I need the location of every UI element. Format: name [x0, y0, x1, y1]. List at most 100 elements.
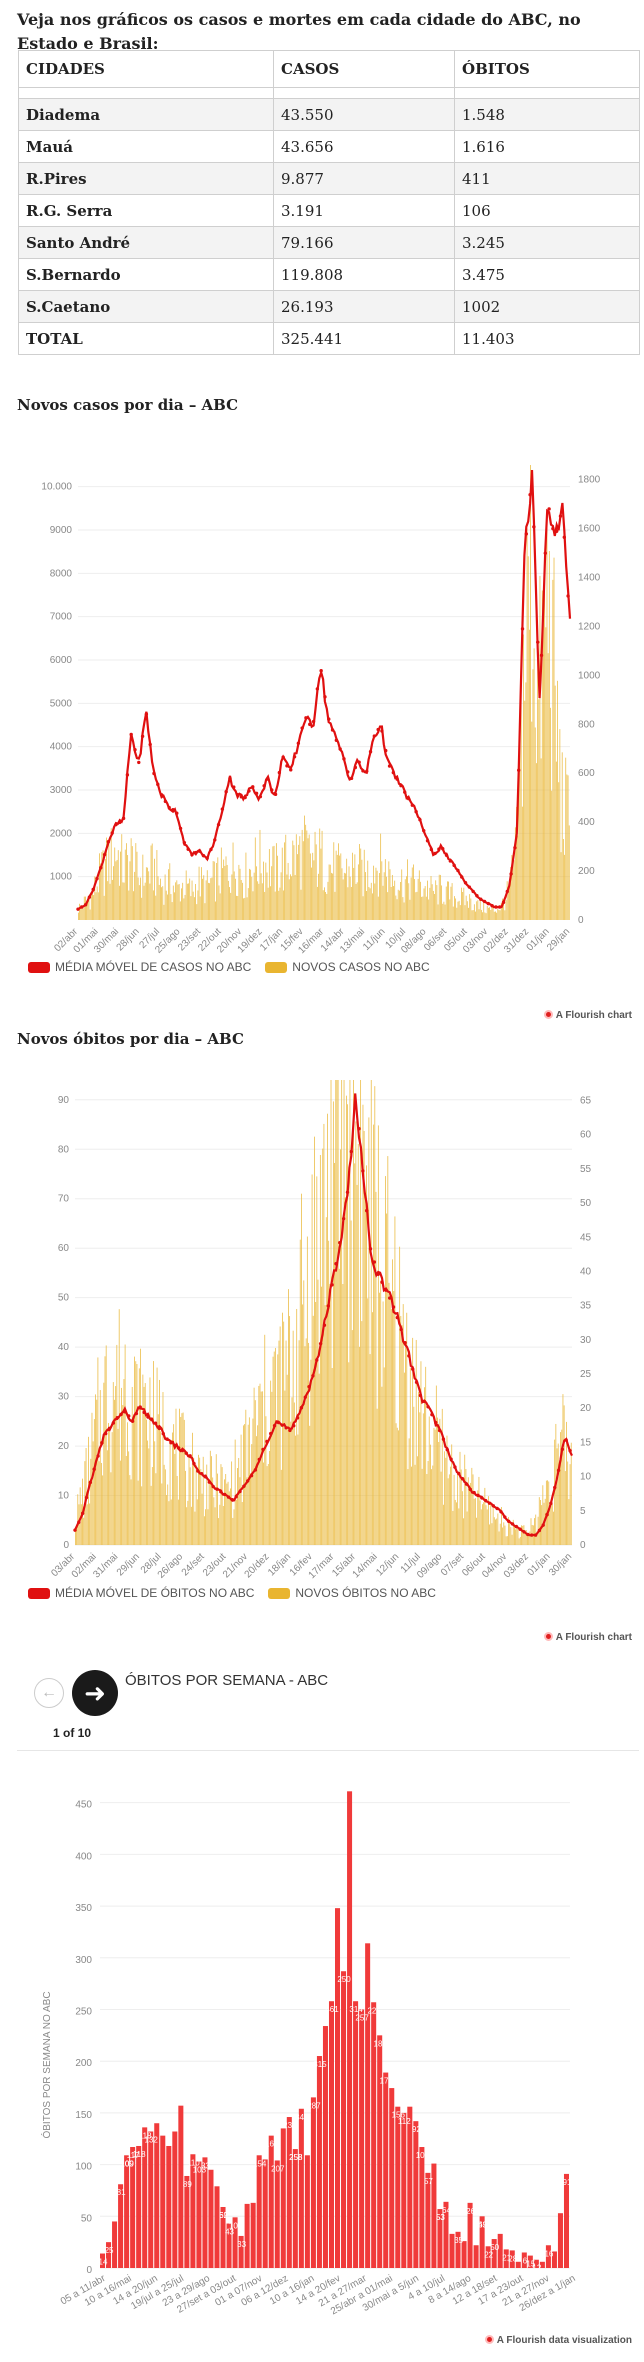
moving-average-point: [365, 769, 369, 773]
weekly-bar: [365, 1943, 371, 2268]
daily-bar: [261, 1391, 263, 1545]
weekly-bar: [130, 2147, 136, 2268]
daily-bar: [175, 882, 177, 920]
daily-bar: [521, 1525, 522, 1545]
y-tick-label: 0: [86, 2265, 92, 2276]
weekly-bar: [184, 2175, 190, 2268]
daily-bar: [335, 1080, 337, 1545]
daily-bar: [411, 867, 413, 920]
prev-slide-button[interactable]: ←: [34, 1678, 64, 1708]
daily-bar: [445, 886, 447, 920]
weekly-bar: [196, 2161, 202, 2268]
daily-bar: [144, 1383, 146, 1545]
flourish-link[interactable]: A Flourish data visualization: [484, 2335, 632, 2346]
y2-tick-label: 0: [578, 915, 584, 926]
moving-average-point: [437, 1428, 442, 1433]
flourish-link[interactable]: A Flourish chart: [543, 1010, 632, 1021]
next-slide-button[interactable]: ➜: [72, 1670, 118, 1716]
moving-average-point: [441, 1437, 446, 1441]
daily-bar: [432, 890, 434, 920]
daily-bar: [125, 1455, 127, 1545]
daily-bar: [385, 1176, 386, 1545]
daily-bar: [326, 893, 328, 920]
daily-bar: [418, 870, 420, 920]
daily-bar: [297, 1434, 299, 1545]
daily-bar: [168, 869, 170, 920]
daily-bar: [457, 1471, 459, 1545]
daily-bar: [175, 1408, 177, 1545]
daily-bar: [194, 1511, 196, 1545]
moving-average-point: [537, 1528, 542, 1533]
daily-bar: [529, 629, 530, 920]
moving-average-point: [184, 1451, 188, 1455]
daily-bar: [340, 853, 342, 920]
moving-average-point: [303, 1395, 307, 1399]
bar-data-label: 50: [490, 2243, 499, 2252]
daily-bar: [392, 1259, 393, 1545]
flourish-link[interactable]: A Flourish chart: [543, 1632, 632, 1643]
weekly-bar: [413, 2121, 419, 2268]
daily-bar: [522, 1525, 524, 1545]
daily-bar: [181, 1413, 183, 1545]
daily-bar: [394, 1216, 396, 1545]
daily-bar: [186, 883, 188, 920]
daily-bar: [257, 1425, 259, 1545]
city-name: Mauá: [18, 130, 274, 163]
x-tick-label: 31/mai: [91, 1551, 120, 1580]
daily-bar: [172, 1432, 173, 1545]
daily-bar: [434, 893, 435, 920]
daily-bar: [260, 1391, 262, 1545]
y-tick-label: 100: [75, 2162, 92, 2173]
daily-bar: [99, 1390, 101, 1545]
daily-bar: [352, 852, 353, 920]
moving-average-point: [368, 1247, 373, 1251]
daily-bar: [498, 1531, 500, 1545]
moving-average-point: [453, 1465, 457, 1469]
daily-bar: [154, 1441, 156, 1545]
daily-bar: [228, 1491, 230, 1545]
daily-bar: [383, 872, 385, 920]
daily-bar: [564, 854, 565, 920]
weekly-bar: [250, 2202, 256, 2268]
y2-tick-label: 200: [578, 866, 595, 877]
daily-bar: [514, 827, 516, 920]
daily-bar: [198, 866, 200, 920]
daily-bar: [107, 881, 109, 920]
daily-bar: [277, 855, 278, 920]
daily-bar: [388, 861, 390, 920]
daily-bar: [278, 890, 280, 920]
daily-bar: [381, 861, 383, 920]
daily-bar: [507, 890, 509, 920]
daily-bar: [256, 1436, 257, 1545]
weekly-bar: [557, 2213, 563, 2268]
daily-bar: [230, 1488, 231, 1545]
daily-bar: [128, 1451, 130, 1545]
moving-average-point: [501, 900, 506, 905]
table-row: Diadema 43.550 1.548: [18, 98, 640, 131]
daily-bar: [111, 879, 113, 920]
daily-bar: [425, 896, 427, 920]
daily-bar: [509, 1521, 511, 1545]
slide-counter: 1 of 10: [53, 1726, 92, 1740]
daily-bar: [251, 1444, 253, 1545]
daily-bar: [79, 903, 80, 920]
moving-average-point: [192, 1461, 196, 1466]
daily-bar: [400, 881, 401, 920]
moving-average-point: [138, 1405, 142, 1409]
moving-average-point: [80, 1511, 85, 1516]
moving-average-point: [463, 881, 468, 885]
daily-bar: [359, 844, 360, 920]
moving-average-point: [133, 748, 137, 752]
daily-bar: [525, 682, 527, 920]
daily-bar: [463, 887, 465, 920]
moving-average-point: [483, 1498, 488, 1503]
bar-data-label: 234: [283, 2121, 297, 2130]
daily-bar: [296, 1308, 298, 1545]
daily-bar: [132, 1418, 134, 1545]
daily-bar: [421, 1468, 423, 1545]
moving-average-point: [95, 876, 99, 881]
daily-bar: [303, 1280, 305, 1545]
daily-bar: [342, 1284, 344, 1545]
daily-bar: [448, 1474, 450, 1545]
moving-average-point: [102, 852, 107, 857]
